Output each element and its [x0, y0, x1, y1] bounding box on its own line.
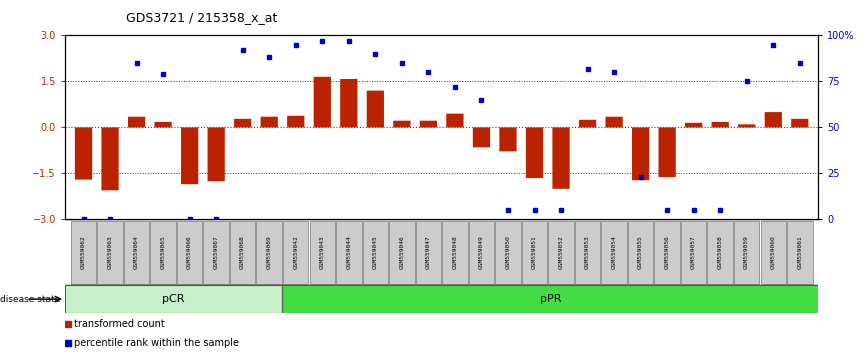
Text: GSM559043: GSM559043 — [320, 235, 325, 269]
Text: GSM559059: GSM559059 — [744, 235, 749, 269]
Text: GSM559046: GSM559046 — [399, 235, 404, 269]
Bar — [734, 221, 759, 284]
Bar — [313, 77, 331, 127]
Text: GSM559063: GSM559063 — [107, 235, 113, 269]
Text: GSM559047: GSM559047 — [426, 235, 431, 269]
Bar — [601, 221, 627, 284]
Text: GSM559052: GSM559052 — [559, 235, 564, 269]
Text: GSM559045: GSM559045 — [373, 235, 378, 269]
Bar — [177, 221, 203, 284]
Bar — [628, 221, 653, 284]
Bar — [208, 127, 225, 181]
Bar — [282, 285, 831, 313]
Bar — [151, 221, 176, 284]
Text: pCR: pCR — [163, 294, 185, 304]
Bar — [65, 285, 282, 313]
Bar — [230, 221, 255, 284]
Bar — [283, 221, 308, 284]
Bar — [685, 123, 702, 127]
Bar — [71, 221, 96, 284]
Bar — [101, 127, 119, 190]
Text: GSM559069: GSM559069 — [267, 235, 272, 269]
Bar — [473, 127, 490, 147]
Bar — [393, 121, 410, 127]
Text: GSM559062: GSM559062 — [81, 235, 86, 269]
Bar — [500, 127, 517, 152]
Bar — [181, 127, 198, 184]
Bar — [469, 221, 494, 284]
Bar — [712, 122, 729, 127]
Bar — [74, 127, 92, 179]
Bar — [154, 122, 171, 127]
Bar — [128, 117, 145, 127]
Bar — [655, 221, 680, 284]
Bar — [420, 121, 437, 127]
Text: GSM559049: GSM559049 — [479, 235, 484, 269]
Bar — [553, 127, 570, 189]
Bar — [416, 221, 441, 284]
Bar — [792, 119, 809, 127]
Bar — [495, 221, 520, 284]
Text: GSM559064: GSM559064 — [134, 235, 139, 269]
Bar — [579, 120, 596, 127]
Text: GSM559055: GSM559055 — [638, 235, 643, 269]
Text: GSM559066: GSM559066 — [187, 235, 192, 269]
Bar — [446, 114, 463, 127]
Bar — [288, 116, 304, 127]
Text: transformed count: transformed count — [74, 319, 165, 329]
Bar — [632, 127, 650, 180]
Bar — [708, 221, 733, 284]
Bar — [760, 221, 786, 284]
Bar — [340, 79, 358, 127]
Text: GSM559056: GSM559056 — [665, 235, 669, 269]
Bar — [261, 117, 278, 127]
Text: GSM559051: GSM559051 — [532, 235, 537, 269]
Text: GSM559068: GSM559068 — [240, 235, 245, 269]
Text: GDS3721 / 215358_x_at: GDS3721 / 215358_x_at — [126, 11, 277, 24]
Bar — [443, 221, 468, 284]
Text: GSM559050: GSM559050 — [506, 235, 510, 269]
Text: GSM559044: GSM559044 — [346, 235, 352, 269]
Text: GSM559053: GSM559053 — [585, 235, 590, 269]
Bar — [366, 91, 384, 127]
Bar — [522, 221, 547, 284]
Bar — [787, 221, 812, 284]
Bar — [526, 127, 543, 178]
Text: GSM559057: GSM559057 — [691, 235, 696, 269]
Bar — [681, 221, 707, 284]
Text: GSM559058: GSM559058 — [718, 235, 723, 269]
Bar — [309, 221, 335, 284]
Bar — [336, 221, 361, 284]
Bar — [658, 127, 675, 177]
Text: GSM559042: GSM559042 — [294, 235, 298, 269]
Bar — [548, 221, 574, 284]
Bar — [234, 119, 251, 127]
Text: GSM559054: GSM559054 — [611, 235, 617, 269]
Text: percentile rank within the sample: percentile rank within the sample — [74, 338, 239, 348]
Text: GSM559065: GSM559065 — [160, 235, 165, 269]
Text: disease state: disease state — [0, 295, 61, 304]
Bar — [605, 117, 623, 127]
Bar — [363, 221, 388, 284]
Bar — [389, 221, 415, 284]
Bar — [765, 112, 782, 127]
Bar — [738, 124, 755, 127]
Bar — [575, 221, 600, 284]
Text: GSM559048: GSM559048 — [452, 235, 457, 269]
Text: pPR: pPR — [540, 294, 561, 304]
Bar — [124, 221, 149, 284]
Bar — [97, 221, 123, 284]
Text: GSM559067: GSM559067 — [214, 235, 218, 269]
Text: GSM559060: GSM559060 — [771, 235, 776, 269]
Bar — [204, 221, 229, 284]
Text: GSM559061: GSM559061 — [798, 235, 802, 269]
Bar — [256, 221, 282, 284]
